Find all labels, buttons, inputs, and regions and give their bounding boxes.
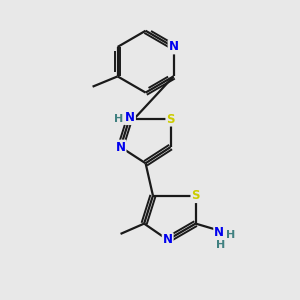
Text: H: H bbox=[115, 114, 124, 124]
Text: S: S bbox=[191, 189, 200, 202]
Text: N: N bbox=[116, 141, 126, 154]
Text: N: N bbox=[163, 233, 173, 246]
Text: N: N bbox=[214, 226, 224, 239]
Text: N: N bbox=[125, 111, 135, 124]
Text: H: H bbox=[226, 230, 235, 240]
Text: N: N bbox=[169, 40, 178, 53]
Text: S: S bbox=[167, 112, 175, 126]
Text: H: H bbox=[216, 240, 225, 250]
